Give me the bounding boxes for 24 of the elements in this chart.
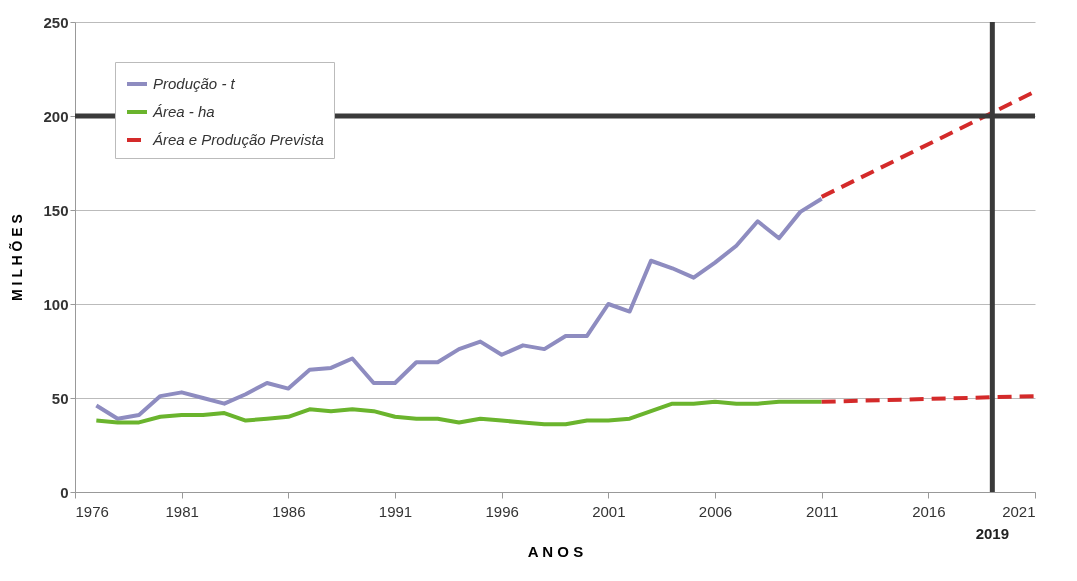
legend-label: Área - ha [152,103,215,120]
x-tick-label: 2001 [592,502,626,520]
legend-label: Área e Produção Prevista [152,131,324,148]
x-tick-label: 1976 [75,502,109,520]
legend-label: Produção - t [153,75,236,92]
x-tick-label: 1996 [485,502,519,520]
ref-line-label: 2019 [975,525,1010,542]
line-series [94,399,824,427]
y-tick-label: 200 [43,107,69,125]
x-tick-label: 1991 [378,502,413,520]
x-tick-label: 2021 [1002,502,1036,520]
y-tick-label: 150 [43,201,69,219]
x-tick-label: 2006 [698,502,733,520]
y-tick-label: 100 [43,295,69,313]
line-series [94,196,824,421]
y-tick-label: 0 [60,483,69,501]
y-tick-label: 250 [43,13,69,31]
x-tick-label: 1986 [272,502,306,520]
y-axis-title: M I L H Õ E S [8,214,26,301]
y-tick-label: 50 [51,389,69,407]
x-axis-title: A N O S [527,542,584,560]
x-tick-label: 2011 [806,502,839,520]
x-tick-label: 2016 [912,502,946,520]
x-tick-label: 1981 [165,502,199,520]
